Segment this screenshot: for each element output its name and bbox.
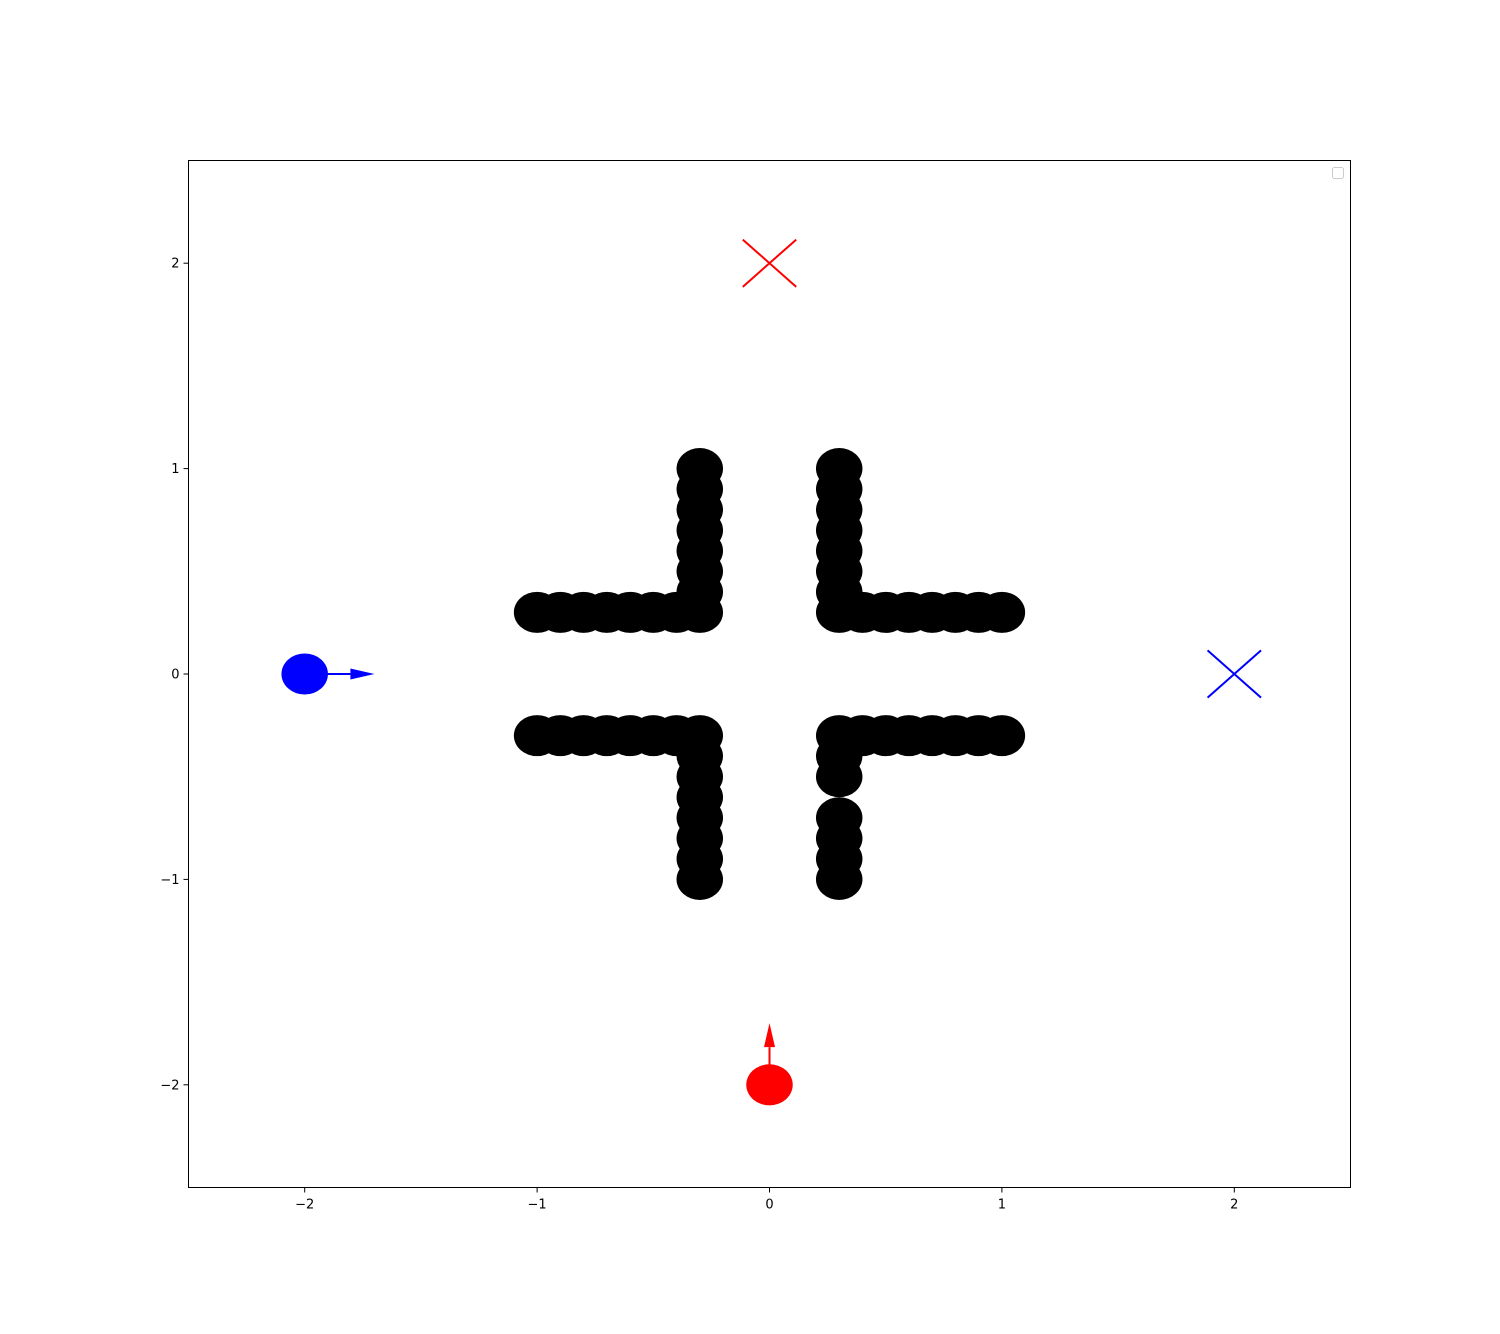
- y-tick-label: −1: [160, 873, 179, 888]
- heading-arrow-head: [350, 668, 375, 680]
- goal-marker: [742, 238, 797, 288]
- x-tick-label: 0: [765, 1198, 773, 1213]
- y-axis: −2 −1 0 1 2: [160, 257, 189, 1093]
- plot-area: [281, 238, 1262, 1106]
- obstacle-point: [978, 591, 1026, 633]
- x-tick-label: 1: [998, 1198, 1006, 1213]
- x-tick-label: −1: [528, 1198, 547, 1213]
- agent-2: [742, 238, 797, 1106]
- obstacle-point: [676, 858, 724, 900]
- obstacle-point: [513, 591, 561, 633]
- obstacle-point: [978, 715, 1026, 757]
- y-tick-label: 0: [171, 668, 179, 683]
- obstacle-point: [815, 756, 863, 798]
- obstacle-point: [815, 858, 863, 900]
- x-tick-label: 2: [1230, 1198, 1238, 1213]
- x-tick-label: −2: [295, 1198, 314, 1213]
- obstacle-series: [513, 448, 1026, 900]
- goal-marker: [1206, 649, 1262, 699]
- y-tick-label: −2: [160, 1078, 179, 1093]
- x-axis: −2 −1 0 1 2: [295, 1187, 1238, 1213]
- heading-arrow-head: [764, 1023, 775, 1048]
- agent-1: [281, 649, 1262, 699]
- obstacle-point: [513, 715, 561, 757]
- legend-box: [1332, 167, 1344, 179]
- y-tick-label: 2: [171, 257, 179, 272]
- y-tick-label: 1: [171, 462, 179, 477]
